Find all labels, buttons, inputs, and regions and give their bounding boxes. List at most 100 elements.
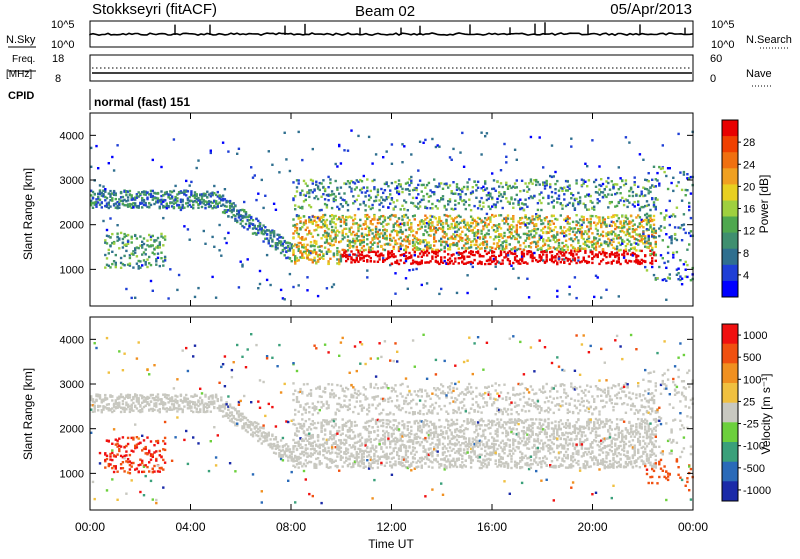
data-cell bbox=[150, 400, 152, 402]
data-cell bbox=[389, 203, 391, 205]
data-cell bbox=[421, 262, 423, 264]
data-cell bbox=[92, 197, 94, 199]
data-cell bbox=[514, 246, 516, 248]
data-cell bbox=[326, 253, 328, 255]
data-cell bbox=[415, 197, 417, 199]
data-cell bbox=[663, 171, 665, 173]
data-cell bbox=[278, 344, 280, 346]
data-cell bbox=[109, 455, 111, 457]
data-cell bbox=[150, 238, 152, 240]
data-cell bbox=[491, 205, 493, 207]
data-cell bbox=[111, 263, 113, 265]
data-cell bbox=[167, 297, 169, 299]
data-cell bbox=[298, 179, 300, 181]
data-cell bbox=[143, 494, 145, 496]
data-cell bbox=[284, 383, 286, 385]
data-cell bbox=[602, 191, 604, 193]
data-cell bbox=[649, 209, 651, 211]
data-cell bbox=[347, 249, 349, 251]
data-cell bbox=[458, 202, 460, 204]
data-cell bbox=[535, 184, 537, 186]
data-cell bbox=[152, 235, 154, 237]
data-cell bbox=[510, 237, 512, 239]
data-cell bbox=[537, 209, 539, 211]
data-cell bbox=[424, 139, 426, 141]
data-cell bbox=[473, 227, 475, 229]
data-cell bbox=[227, 215, 229, 217]
data-cell bbox=[500, 233, 502, 235]
data-cell bbox=[268, 242, 270, 244]
data-cell bbox=[145, 202, 147, 204]
data-cell bbox=[139, 260, 141, 262]
data-cell bbox=[507, 254, 509, 256]
data-cell bbox=[502, 186, 504, 188]
data-cell bbox=[342, 205, 344, 207]
data-cell bbox=[683, 223, 685, 225]
data-cell bbox=[456, 226, 458, 228]
data-cell bbox=[231, 376, 233, 378]
data-cell bbox=[625, 259, 627, 261]
data-cell bbox=[505, 161, 507, 163]
data-cell bbox=[122, 436, 124, 438]
data-cell bbox=[197, 401, 199, 403]
data-cell bbox=[262, 381, 264, 383]
data-cell bbox=[553, 175, 555, 177]
data-cell bbox=[106, 489, 108, 491]
data-cell bbox=[99, 462, 101, 464]
data-cell bbox=[667, 260, 669, 262]
data-cell bbox=[626, 206, 628, 208]
data-cell bbox=[132, 398, 134, 400]
data-cell bbox=[138, 471, 140, 473]
data-cell bbox=[512, 218, 514, 220]
data-cell bbox=[122, 369, 124, 371]
data-cell bbox=[523, 209, 525, 211]
data-cell bbox=[655, 241, 657, 243]
data-cell bbox=[139, 235, 141, 237]
data-cell bbox=[433, 244, 435, 246]
data-cell bbox=[649, 242, 651, 244]
data-cell bbox=[516, 224, 518, 226]
data-cell bbox=[285, 158, 287, 160]
data-cell bbox=[463, 186, 465, 188]
colorbar-segment bbox=[722, 233, 738, 250]
data-cell bbox=[644, 254, 646, 256]
data-cell bbox=[586, 219, 588, 221]
data-cell bbox=[320, 251, 322, 253]
data-cell bbox=[533, 235, 535, 237]
data-cell bbox=[292, 362, 294, 364]
data-cell bbox=[568, 184, 570, 186]
data-cell bbox=[178, 404, 180, 406]
data-cell bbox=[262, 427, 264, 429]
data-cell bbox=[648, 180, 650, 182]
data-cell bbox=[604, 188, 606, 190]
data-cell bbox=[653, 227, 655, 229]
data-cell bbox=[683, 213, 685, 215]
data-cell bbox=[387, 223, 389, 225]
data-cell bbox=[104, 266, 106, 268]
data-cell bbox=[206, 410, 208, 412]
data-cell bbox=[299, 404, 301, 406]
data-cell bbox=[540, 257, 542, 259]
data-cell bbox=[611, 262, 613, 264]
data-cell bbox=[138, 341, 140, 343]
data-cell bbox=[677, 181, 679, 183]
data-cell bbox=[514, 253, 516, 255]
data-cell bbox=[241, 413, 243, 415]
data-cell bbox=[386, 229, 388, 231]
data-cell bbox=[116, 471, 118, 473]
data-cell bbox=[495, 256, 497, 258]
data-cell bbox=[291, 453, 293, 455]
data-cell bbox=[141, 264, 143, 266]
data-cell bbox=[366, 276, 368, 278]
data-cell bbox=[159, 408, 161, 410]
data-cell bbox=[575, 198, 577, 200]
data-cell bbox=[452, 181, 454, 183]
data-cell bbox=[533, 218, 535, 220]
data-cell bbox=[236, 153, 238, 155]
data-cell bbox=[134, 423, 136, 425]
data-cell bbox=[540, 209, 542, 211]
data-cell bbox=[398, 263, 400, 265]
data-cell bbox=[266, 237, 268, 239]
data-cell bbox=[136, 446, 138, 448]
data-cell bbox=[113, 242, 115, 244]
